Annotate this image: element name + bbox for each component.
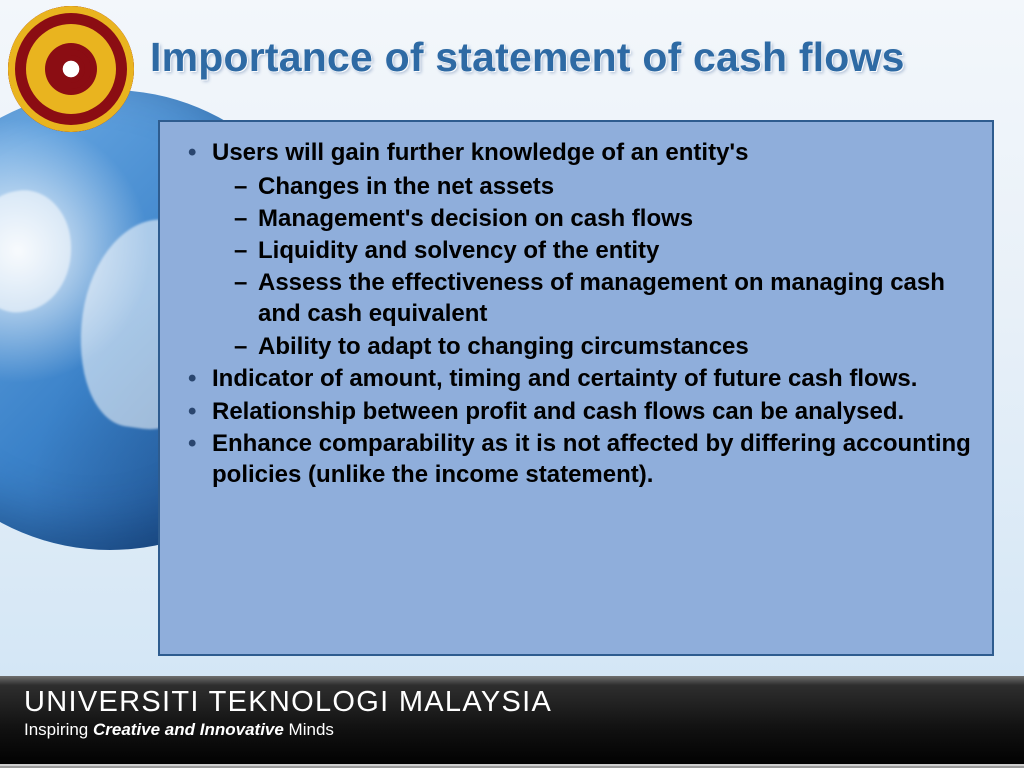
- footer-tagline: Inspiring Creative and Innovative Minds: [24, 720, 1000, 740]
- footer-university: UNIVERSITI TEKNOLOGI MALAYSIA: [24, 686, 1000, 719]
- slide-title: Importance of statement of cash flows: [150, 34, 1000, 81]
- sub-bullet-item: Management's decision on cash flows: [212, 203, 972, 234]
- bullet-text: Users will gain further knowledge of an …: [212, 139, 748, 166]
- sub-bullet-list: Changes in the net assets Management's d…: [212, 171, 972, 362]
- sub-bullet-item: Assess the effectiveness of management o…: [212, 267, 972, 329]
- utm-logo: [8, 6, 134, 132]
- sub-bullet-item: Changes in the net assets: [212, 171, 972, 202]
- bullet-item: Users will gain further knowledge of an …: [178, 138, 972, 362]
- sub-bullet-item: Ability to adapt to changing circumstanc…: [212, 331, 972, 362]
- content-box: Users will gain further knowledge of an …: [158, 120, 994, 656]
- footer-bar: UNIVERSITI TEKNOLOGI MALAYSIA Inspiring …: [0, 676, 1024, 768]
- sub-bullet-item: Liquidity and solvency of the entity: [212, 235, 972, 266]
- bullet-item: Enhance comparability as it is not affec…: [178, 429, 972, 490]
- bullet-item: Indicator of amount, timing and certaint…: [178, 364, 972, 395]
- bullet-list: Users will gain further knowledge of an …: [178, 138, 972, 491]
- bullet-item: Relationship between profit and cash flo…: [178, 397, 972, 428]
